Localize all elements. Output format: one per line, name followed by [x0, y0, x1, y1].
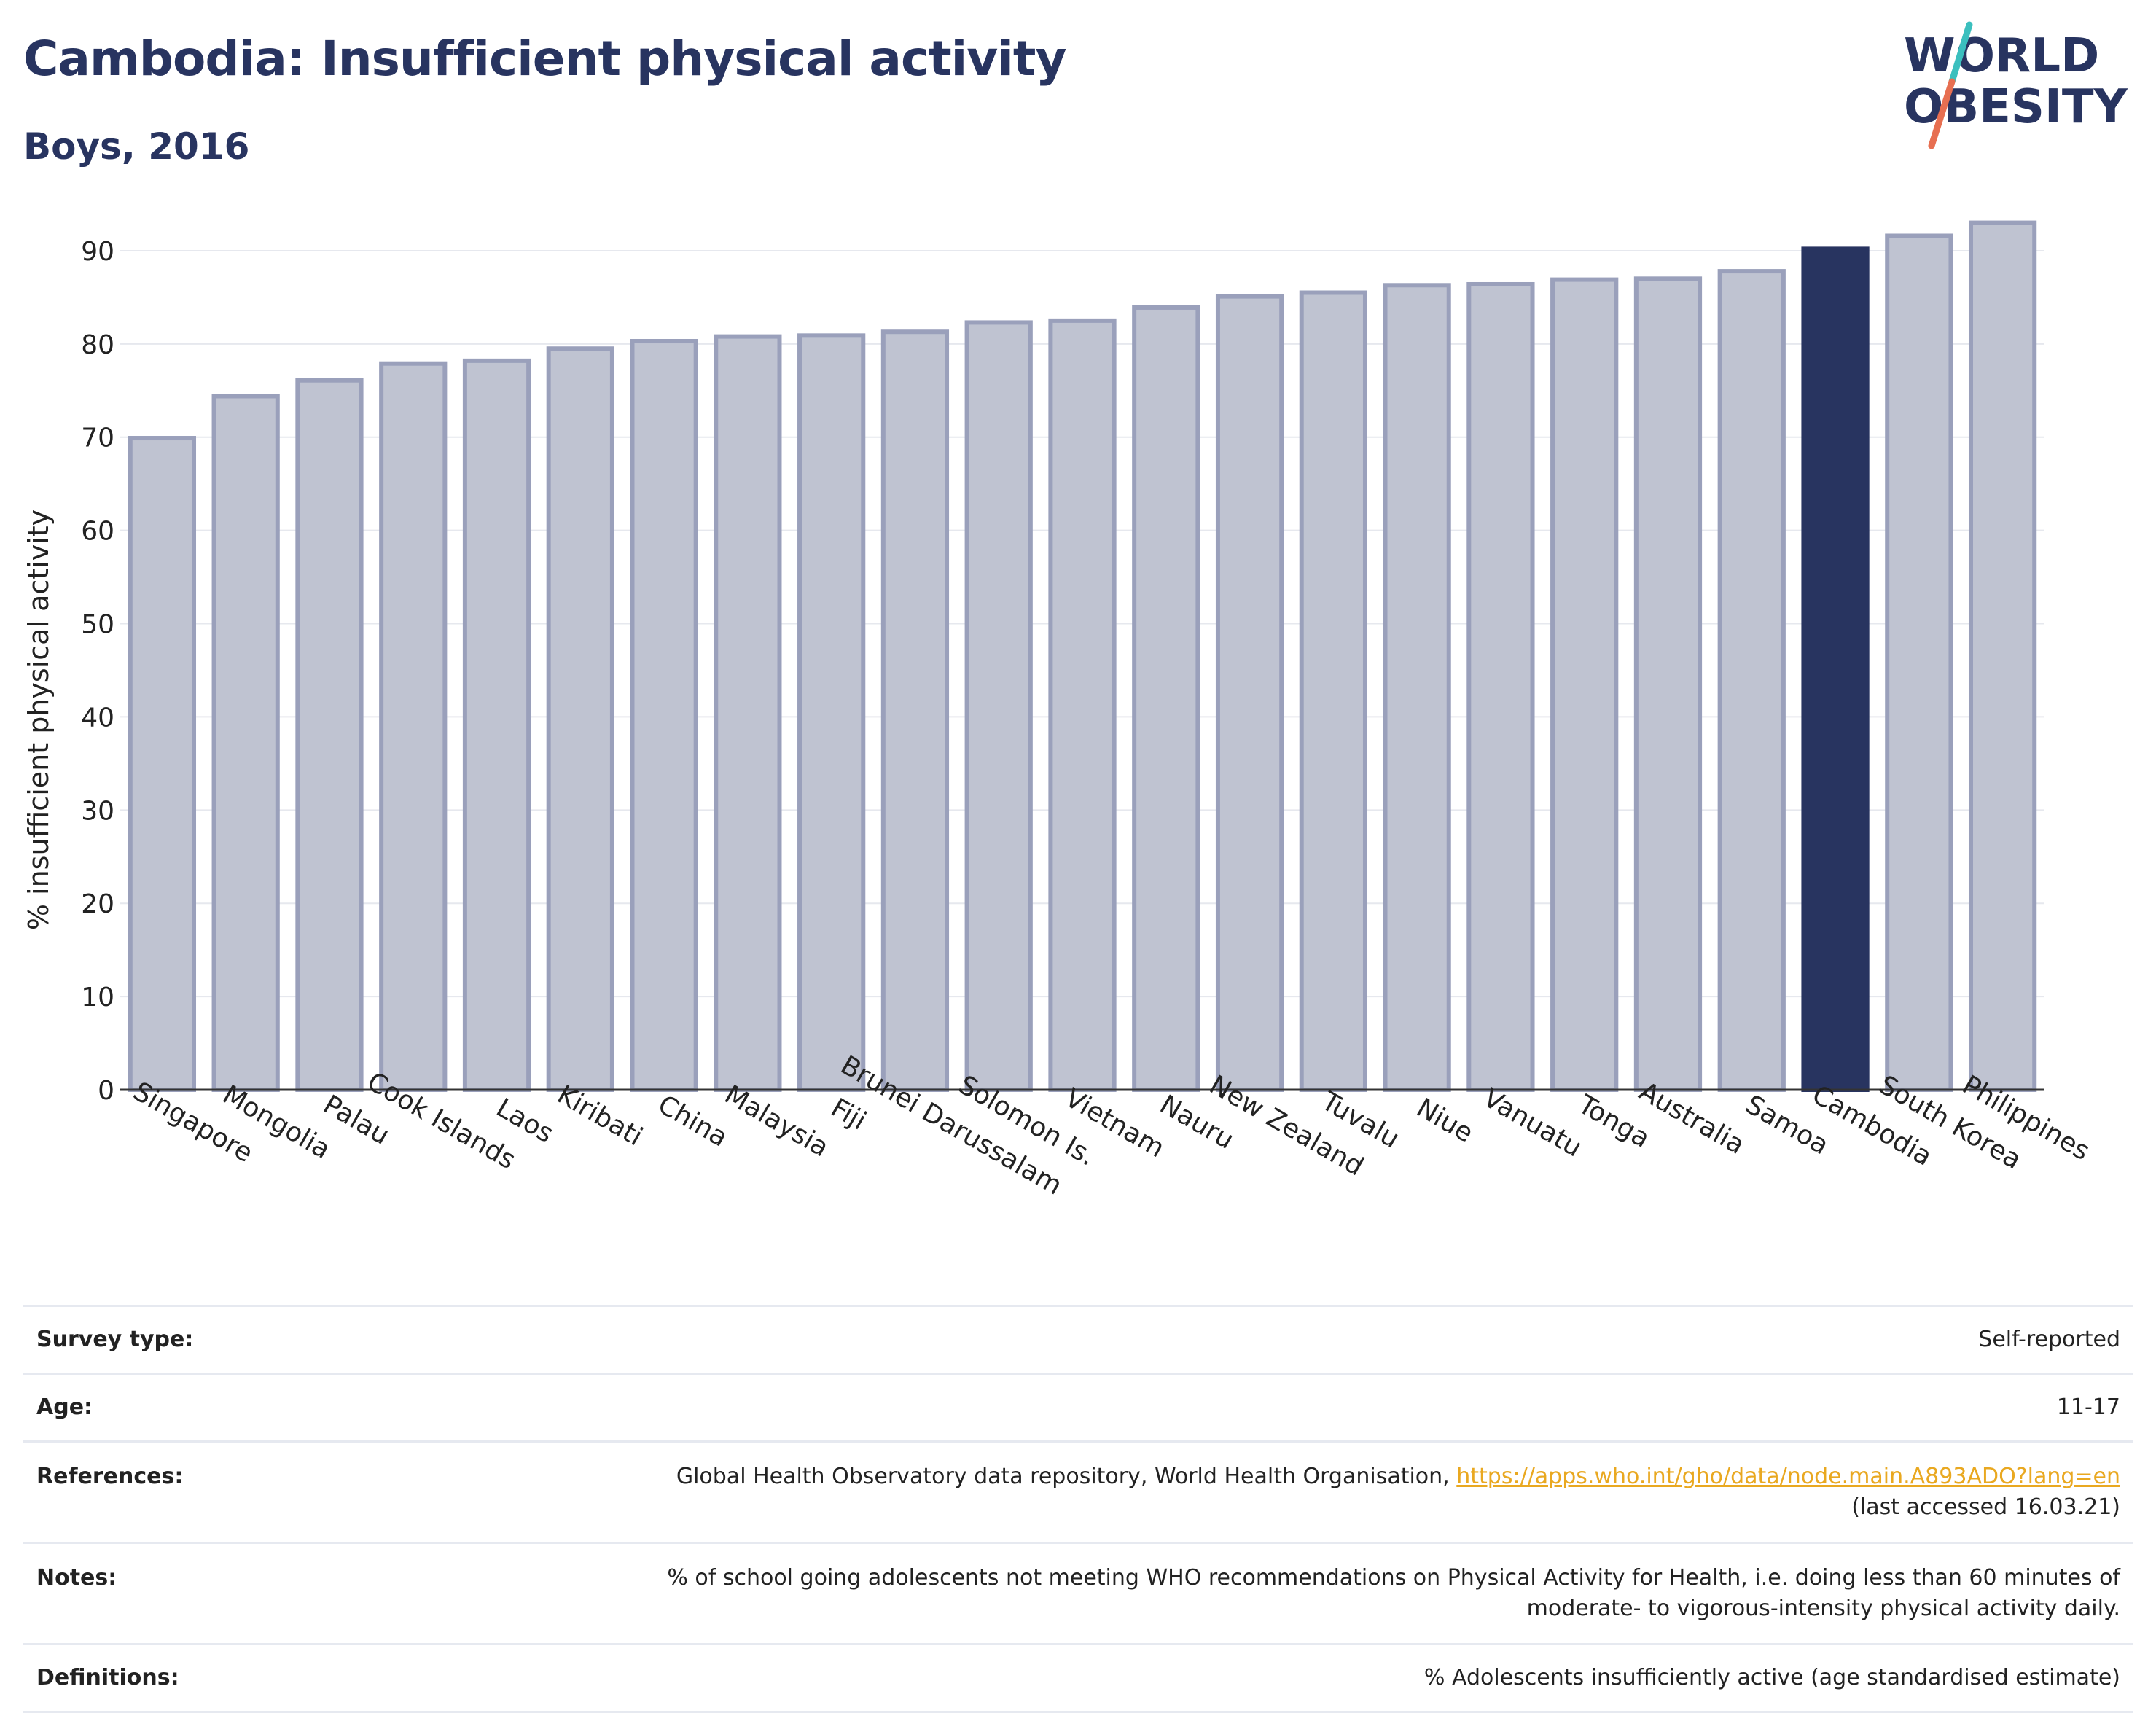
bar [1383, 283, 1451, 1092]
bar [797, 333, 866, 1093]
info-row-notes: Notes: % of school going adolescents not… [23, 1542, 2133, 1645]
info-row-references: References: Global Health Observatory da… [23, 1440, 2133, 1544]
notes-line-2: moderate- to vigorous-intensity physical… [1526, 1596, 2120, 1621]
x-tick-label: Vanuatu [1478, 1083, 1587, 1163]
references-text: Global Health Observatory data repositor… [676, 1464, 1450, 1489]
references-accessed: (last accessed 16.03.21) [1851, 1494, 2120, 1520]
x-tick-label: Niue [1411, 1093, 1477, 1148]
logo-word-world: WORLD [1904, 29, 2099, 83]
y-tick-label: 0 [98, 1076, 114, 1106]
bar [1717, 269, 1786, 1092]
x-tick-label: China [653, 1090, 733, 1153]
bar [462, 358, 531, 1092]
info-row-survey-type: Survey type: Self-reported [23, 1305, 2133, 1375]
y-tick-label: 50 [81, 610, 114, 640]
age-label: Age: [23, 1373, 487, 1443]
notes-value: % of school going adolescents not meetin… [487, 1542, 2133, 1645]
bar-highlight [1801, 246, 1870, 1092]
bar [379, 361, 448, 1092]
y-axis-ticks: 0 10 20 30 40 50 60 70 80 90 [81, 237, 114, 1106]
y-tick-label: 10 [81, 983, 114, 1012]
bar [1299, 290, 1367, 1092]
survey-type-label: Survey type: [23, 1305, 487, 1375]
bar [630, 339, 698, 1093]
bar [546, 346, 614, 1093]
survey-type-value: Self-reported [487, 1305, 2133, 1375]
age-value: 11-17 [487, 1373, 2133, 1443]
bar [1885, 233, 1953, 1092]
bar [880, 329, 950, 1092]
bar [295, 378, 364, 1092]
y-tick-label: 30 [81, 796, 114, 826]
bar [1466, 281, 1535, 1092]
bar [128, 436, 197, 1092]
bars [128, 220, 2037, 1093]
bar [1633, 276, 1703, 1092]
y-tick-label: 40 [81, 703, 114, 733]
y-axis-label: % insufficient physical activity [23, 510, 55, 930]
notes-line-1: % of school going adolescents not meetin… [667, 1565, 2120, 1591]
references-value: Global Health Observatory data repositor… [487, 1440, 2133, 1544]
logo-slash-red [1928, 78, 1956, 149]
info-row-age: Age: 11-17 [23, 1373, 2133, 1443]
y-tick-label: 60 [81, 517, 114, 547]
y-tick-label: 70 [81, 424, 114, 453]
logo-slash-teal [1948, 21, 1973, 85]
bar [1215, 294, 1284, 1092]
bar [964, 320, 1033, 1093]
references-link[interactable]: https://apps.who.int/gho/data/node.main.… [1456, 1464, 2120, 1489]
y-tick-label: 90 [81, 237, 114, 267]
y-tick-label: 20 [81, 889, 114, 919]
references-label: References: [23, 1440, 487, 1544]
info-row-definitions: Definitions: % Adolescents insufficientl… [23, 1643, 2133, 1713]
bar [1550, 277, 1619, 1093]
y-tick-label: 80 [81, 330, 114, 360]
x-tick-label: Malaysia [719, 1080, 834, 1163]
bar [1132, 305, 1200, 1093]
info-table: Survey type: Self-reported Age: 11-17 Re… [23, 1305, 2133, 1713]
bar [714, 334, 782, 1093]
bar [211, 394, 280, 1093]
definitions-value: % Adolescents insufficiently active (age… [487, 1643, 2133, 1713]
bar [1968, 220, 2037, 1092]
chart-title: Cambodia: Insufficient physical activity [23, 31, 1066, 87]
world-obesity-logo: WORLD OBESITY [1904, 21, 2128, 149]
x-tick-label: Fiji [826, 1093, 871, 1136]
notes-label: Notes: [23, 1542, 487, 1645]
chart-subtitle: Boys, 2016 [23, 125, 250, 168]
definitions-label: Definitions: [23, 1643, 487, 1713]
bar [1048, 318, 1117, 1093]
